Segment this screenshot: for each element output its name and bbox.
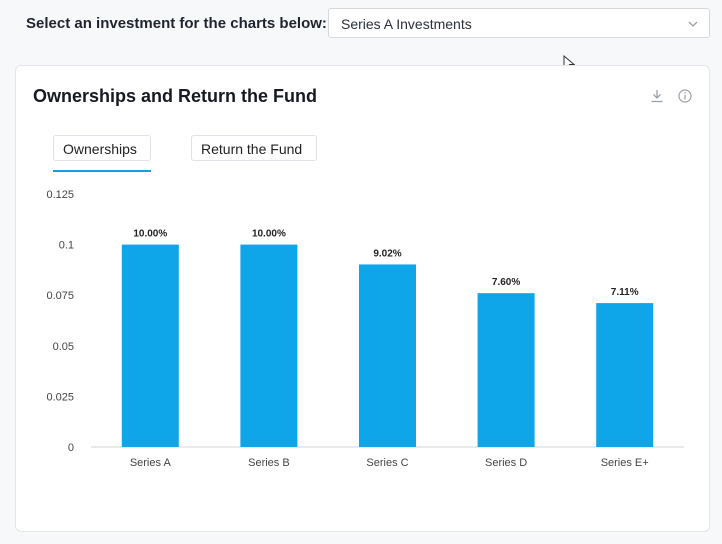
investment-selector-label: Select an investment for the charts belo…: [26, 15, 327, 32]
y-tick-label: 0.025: [46, 391, 74, 403]
investment-selector-row: Select an investment for the charts belo…: [0, 0, 722, 50]
bar-data-label: 10.00%: [252, 229, 286, 240]
ownership-bar-chart: 0 0.025 0.05 0.075 0.1 0.125 10.00% Series A 10.…: [16, 66, 709, 506]
y-tick-label: 0.05: [53, 341, 74, 353]
ownership-return-card: Ownerships and Return the Fund Ownership…: [15, 65, 710, 532]
x-tick-label: Series B: [248, 457, 290, 469]
y-tick-label: 0.125: [46, 189, 74, 201]
bar-data-label: 9.02%: [373, 248, 401, 259]
x-tick-label: Series D: [485, 457, 527, 469]
bar-data-label: 7.11%: [611, 287, 639, 298]
x-tick-label: Series E+: [601, 457, 649, 469]
investment-select-value: Series A Investments: [341, 16, 472, 32]
bar-series-d: [478, 293, 535, 447]
bar-series-e-: [596, 303, 653, 447]
y-tick-label: 0.075: [46, 290, 74, 302]
y-tick-label: 0.1: [59, 240, 74, 252]
chevron-down-icon: [687, 18, 699, 30]
bar-data-label: 7.60%: [492, 277, 520, 288]
bar-data-label: 10.00%: [133, 229, 167, 240]
bar-series-b: [240, 245, 297, 447]
bar-series-a: [122, 245, 179, 447]
y-tick-label: 0: [68, 442, 74, 454]
bar-series-c: [359, 264, 416, 447]
x-tick-label: Series C: [366, 457, 408, 469]
x-tick-label: Series A: [130, 457, 172, 469]
investment-select[interactable]: Series A Investments: [328, 8, 710, 38]
